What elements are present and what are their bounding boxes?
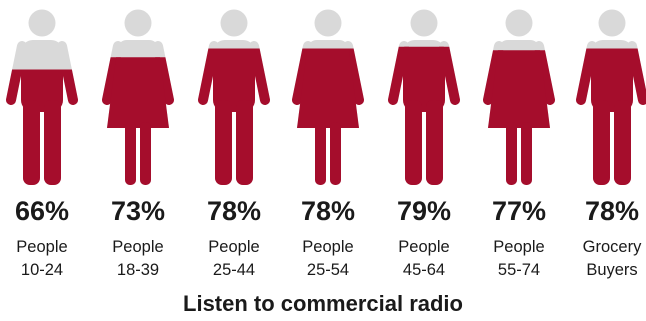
chart-column-6: 77% People 55-74 bbox=[473, 0, 565, 321]
chart-title: Listen to commercial radio bbox=[183, 291, 463, 316]
figure-fill-bar-2 bbox=[102, 57, 174, 185]
value-label: 77% bbox=[491, 196, 547, 226]
category-label: Grocery Buyers bbox=[566, 236, 646, 282]
category-label-line1: People bbox=[493, 238, 545, 256]
category-label-line1: People bbox=[302, 238, 354, 256]
value-label: 78% bbox=[300, 196, 356, 226]
category-label: People 25-44 bbox=[188, 236, 280, 282]
chart-column-4: 78% People 25-54 bbox=[282, 0, 374, 321]
category-label: People 55-74 bbox=[473, 236, 565, 282]
figure-3 bbox=[198, 9, 270, 185]
value-label: 79% bbox=[396, 196, 452, 226]
chart-column-2: 73% People 18-39 bbox=[92, 0, 184, 321]
category-label-line2: 18-39 bbox=[116, 261, 160, 279]
category-label-line2: 25-54 bbox=[306, 261, 350, 279]
category-label-line1: People bbox=[208, 238, 260, 256]
figure-fill-bar-4 bbox=[292, 48, 364, 185]
category-label-line1: People bbox=[112, 238, 164, 256]
category-label: People 10-24 bbox=[0, 236, 88, 282]
figure-5 bbox=[388, 9, 460, 185]
value-label: 66% bbox=[14, 196, 70, 226]
category-label-line2: Buyers bbox=[586, 261, 638, 279]
chart-column-3: 78% People 25-44 bbox=[188, 0, 280, 321]
category-label-line1: Grocery bbox=[582, 238, 642, 256]
category-label: People 45-64 bbox=[378, 236, 470, 282]
figure-7 bbox=[576, 9, 646, 185]
category-label: People 25-54 bbox=[282, 236, 374, 282]
figure-fill-bar-5 bbox=[388, 46, 460, 185]
chart-column-1: 66% People 10-24 bbox=[0, 0, 88, 321]
value-label: 73% bbox=[110, 196, 166, 226]
figure-2 bbox=[102, 9, 174, 185]
chart-column-5: 79% People 45-64 bbox=[378, 0, 470, 321]
value-label: 78% bbox=[206, 196, 262, 226]
chart-column-7: 78% Grocery Buyers bbox=[566, 0, 646, 321]
value-label: 78% bbox=[584, 196, 640, 226]
figure-fill-bar-3 bbox=[198, 48, 270, 185]
figure-4 bbox=[292, 9, 364, 185]
category-label-line2: 45-64 bbox=[402, 261, 446, 279]
category-label: People 18-39 bbox=[92, 236, 184, 282]
category-label-line2: 10-24 bbox=[20, 261, 64, 279]
figure-fill-bar-1 bbox=[6, 69, 78, 185]
pictogram-chart bbox=[6, 9, 646, 185]
category-label-line2: 25-44 bbox=[212, 261, 256, 279]
figure-1 bbox=[6, 9, 78, 185]
figure-fill-bar-7 bbox=[576, 48, 646, 185]
category-label-line1: People bbox=[16, 238, 68, 256]
figure-fill-bar-6 bbox=[483, 50, 555, 185]
category-label-line2: 55-74 bbox=[497, 261, 541, 279]
category-label-line1: People bbox=[398, 238, 450, 256]
figure-6 bbox=[483, 9, 555, 185]
